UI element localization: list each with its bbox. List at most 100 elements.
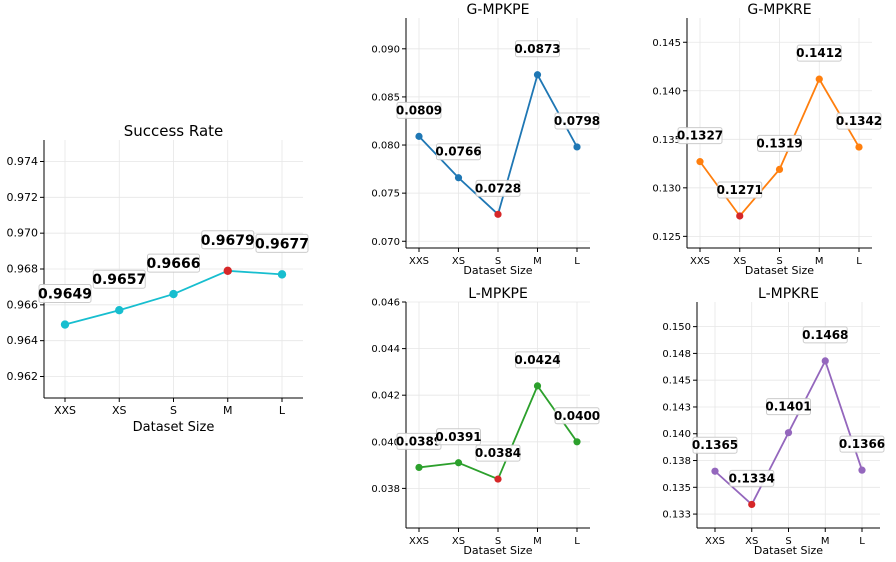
y-tick-label: 0.070 bbox=[371, 237, 400, 248]
data-label-box bbox=[396, 101, 442, 119]
y-tick-label: 0.135 bbox=[662, 483, 691, 494]
x-tick-label: XXS bbox=[690, 256, 710, 267]
x-tick-label: M bbox=[533, 536, 542, 547]
data-label: 0.0873 bbox=[514, 42, 560, 56]
data-label: 0.9679 bbox=[201, 233, 255, 249]
y-tick-label: 0.962 bbox=[7, 370, 39, 383]
data-point-marker bbox=[696, 158, 704, 166]
best-point-marker bbox=[494, 475, 502, 483]
x-axis-label: Dataset Size bbox=[463, 264, 532, 277]
data-point-marker bbox=[573, 438, 581, 446]
data-label: 0.1334 bbox=[729, 471, 775, 485]
y-tick-label: 0.148 bbox=[662, 349, 691, 360]
x-tick-label: XS bbox=[745, 536, 758, 547]
data-label-box bbox=[692, 436, 738, 454]
data-label: 0.1366 bbox=[839, 437, 885, 451]
y-tick-label: 0.150 bbox=[662, 322, 691, 333]
data-label-box bbox=[802, 326, 848, 344]
data-label: 0.1401 bbox=[765, 400, 811, 414]
subplot-g-mpkpe: 0.070 0.075 0.080 0.085 0.090 XXS XS S M L G-MPKPE… bbox=[371, 2, 600, 277]
data-label-box bbox=[475, 444, 521, 462]
subplot-l-mpkre: 0.133 0.135 0.138 0.140 0.143 0.145 0.148 0.150… bbox=[662, 286, 885, 557]
x-tick-label: L bbox=[859, 536, 865, 547]
data-label: 0.0728 bbox=[475, 181, 521, 195]
data-label-box bbox=[729, 469, 775, 487]
data-label-box bbox=[796, 44, 842, 62]
best-point-marker bbox=[223, 266, 232, 275]
data-label-box bbox=[436, 143, 481, 161]
data-label-box bbox=[554, 407, 600, 425]
chart-title: Success Rate bbox=[124, 122, 224, 140]
y-tick-label: 0.046 bbox=[371, 298, 400, 309]
y-tick-label: 0.080 bbox=[371, 141, 400, 152]
x-tick-label: XS bbox=[452, 256, 465, 267]
data-label-box bbox=[92, 269, 146, 289]
data-point-marker bbox=[775, 165, 784, 173]
x-tick-label: XS bbox=[452, 536, 465, 547]
chart-title: G-MPKRE bbox=[747, 2, 811, 18]
x-tick-label: S bbox=[776, 256, 782, 267]
chart-title: L-MPKPE bbox=[468, 286, 528, 302]
data-label-box bbox=[255, 233, 309, 253]
data-label: 0.0809 bbox=[396, 103, 442, 117]
y-tick-label: 0.135 bbox=[652, 135, 681, 146]
y-tick-label: 0.044 bbox=[371, 344, 400, 355]
y-tick-label: 0.090 bbox=[371, 44, 400, 55]
subplot-success-rate: 0.962 0.964 0.966 0.968 0.970 0.972 0.974 XXS XS… bbox=[7, 122, 310, 435]
data-label-box bbox=[201, 230, 255, 250]
x-tick-label: XS bbox=[733, 256, 746, 267]
data-label: 0.0391 bbox=[435, 430, 481, 444]
data-point-marker bbox=[169, 289, 178, 299]
data-point-marker bbox=[573, 143, 581, 151]
data-label-box bbox=[475, 179, 521, 197]
data-label-box bbox=[677, 127, 723, 145]
data-label: 0.0389 bbox=[396, 434, 442, 448]
data-label: 0.9666 bbox=[146, 256, 200, 272]
x-tick-label: XXS bbox=[409, 256, 429, 267]
x-tick-label: M bbox=[533, 256, 542, 267]
x-tick-label: XS bbox=[112, 404, 127, 417]
best-point-marker bbox=[748, 500, 756, 509]
data-label-box bbox=[38, 284, 92, 304]
y-tick-label: 0.974 bbox=[7, 155, 39, 168]
x-axis-label: Dataset Size bbox=[133, 420, 215, 435]
data-point-marker bbox=[855, 143, 863, 151]
data-point-marker bbox=[415, 132, 423, 140]
x-tick-label: S bbox=[495, 256, 501, 267]
subplot-l-mpkpe: 0.038 0.040 0.042 0.044 0.046 XXS XS S M L L-MPKPE… bbox=[371, 286, 600, 557]
x-tick-label: M bbox=[223, 404, 233, 417]
best-point-marker bbox=[494, 210, 502, 218]
x-tick-label: L bbox=[856, 256, 862, 267]
y-tick-label: 0.145 bbox=[652, 38, 681, 49]
y-tick-label: 0.970 bbox=[7, 227, 39, 240]
subplot-g-mpkre: 0.125 0.130 0.135 0.140 0.145 XXS XS S M L G-MPKRE… bbox=[652, 2, 882, 277]
data-label: 0.1327 bbox=[677, 129, 723, 143]
data-label: 0.9677 bbox=[255, 236, 309, 252]
data-point-marker bbox=[415, 463, 423, 472]
y-tick-label: 0.138 bbox=[662, 456, 691, 467]
x-tick-label: M bbox=[815, 256, 824, 267]
x-tick-label: S bbox=[170, 404, 177, 417]
y-tick-label: 0.143 bbox=[662, 402, 691, 413]
data-point-marker bbox=[60, 320, 70, 329]
data-point-marker bbox=[454, 174, 463, 182]
data-label: 0.1412 bbox=[796, 46, 842, 60]
data-label: 0.0798 bbox=[554, 114, 600, 128]
y-tick-label: 0.130 bbox=[652, 183, 681, 194]
x-tick-label: L bbox=[574, 256, 580, 267]
data-point-marker bbox=[533, 71, 542, 79]
y-tick-label: 0.966 bbox=[7, 298, 39, 311]
data-point-marker bbox=[815, 75, 823, 83]
data-label-box bbox=[766, 398, 811, 416]
x-tick-label: XXS bbox=[705, 536, 725, 547]
data-label: 0.0400 bbox=[554, 409, 600, 423]
data-point-marker bbox=[784, 429, 793, 437]
y-tick-label: 0.040 bbox=[371, 437, 400, 448]
data-point-marker bbox=[858, 466, 866, 474]
y-tick-label: 0.038 bbox=[371, 484, 400, 495]
x-axis-label: Dataset Size bbox=[463, 544, 532, 557]
data-label: 0.0384 bbox=[475, 446, 521, 460]
x-tick-label: XXS bbox=[54, 404, 76, 417]
data-label: 0.1468 bbox=[802, 328, 848, 342]
